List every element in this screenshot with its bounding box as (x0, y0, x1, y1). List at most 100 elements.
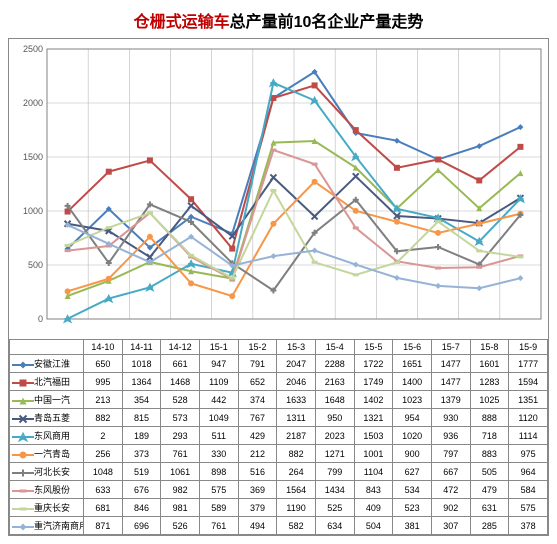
table-cell: 761 (199, 517, 238, 535)
table-cell: 1434 (315, 481, 354, 499)
table-row: 东风商用218929351142921872023150310209367181… (10, 427, 548, 445)
table-row: 河北长安104851910618985162647991104627667505… (10, 463, 548, 481)
table-cell: 627 (393, 463, 432, 481)
table-cell: 1048 (84, 463, 123, 481)
title-black: 总产量前10名企业产量走势 (230, 14, 424, 31)
table-cell: 981 (161, 499, 200, 517)
series-label: 河北长安 (10, 463, 84, 481)
table-cell: 1364 (122, 373, 161, 391)
table-cell: 898 (199, 463, 238, 481)
table-cell: 584 (509, 481, 548, 499)
table-cell: 573 (161, 409, 200, 427)
table-cell: 479 (470, 481, 509, 499)
table-header-cell: 15-3 (277, 340, 316, 355)
table-cell: 1651 (393, 355, 432, 373)
table-row: 重汽济南商用8716965267614945826345043813072853… (10, 517, 548, 535)
table-cell: 505 (470, 463, 509, 481)
table-header-cell: 15-9 (509, 340, 548, 355)
chart-title: 仓栅式运输车总产量前10名企业产量走势 (8, 8, 549, 32)
table-cell: 526 (161, 517, 200, 535)
table-cell: 1109 (199, 373, 238, 391)
table-cell: 1477 (431, 373, 470, 391)
table-cell: 1321 (354, 409, 393, 427)
table-cell: 1749 (354, 373, 393, 391)
table-cell: 1402 (354, 391, 393, 409)
table-cell: 582 (277, 517, 316, 535)
table-cell: 871 (84, 517, 123, 535)
table-cell: 528 (161, 391, 200, 409)
table-header-cell: 14-11 (122, 340, 161, 355)
table-cell: 293 (161, 427, 200, 445)
table-cell: 791 (238, 355, 277, 373)
table-cell: 964 (509, 463, 548, 481)
table-cell: 1120 (509, 409, 548, 427)
series-label: 安徽江淮 (10, 355, 84, 373)
table-cell: 213 (84, 391, 123, 409)
table-cell: 2187 (277, 427, 316, 445)
series-label: 一汽青岛 (10, 445, 84, 463)
table-cell: 882 (84, 409, 123, 427)
table-cell: 2046 (277, 373, 316, 391)
table-cell: 442 (199, 391, 238, 409)
table-cell: 652 (238, 373, 277, 391)
table-cell: 947 (199, 355, 238, 373)
series-label: 重汽济南商用 (10, 517, 84, 535)
table-cell: 1018 (122, 355, 161, 373)
table-cell: 1633 (277, 391, 316, 409)
chart-container: 05001000150020002500 14-1014-1114-1215-1… (8, 38, 549, 536)
table-row: 一汽青岛256373761330212882127110019007978839… (10, 445, 548, 463)
table-cell: 650 (84, 355, 123, 373)
svg-text:500: 500 (28, 260, 43, 270)
table-cell: 2 (84, 427, 123, 445)
table-cell: 519 (122, 463, 161, 481)
table-cell: 534 (393, 481, 432, 499)
table-cell: 930 (431, 409, 470, 427)
table-header-cell: 14-10 (84, 340, 123, 355)
table-cell: 516 (238, 463, 277, 481)
table-cell: 1271 (315, 445, 354, 463)
table-cell: 883 (470, 445, 509, 463)
table-header-cell: 15-5 (354, 340, 393, 355)
table-row: 青岛五菱882815573104976713119501321954930888… (10, 409, 548, 427)
table-cell: 1049 (199, 409, 238, 427)
table-cell: 285 (470, 517, 509, 535)
table-cell: 797 (431, 445, 470, 463)
table-header-cell: 14-12 (161, 340, 200, 355)
table-cell: 2163 (315, 373, 354, 391)
table-cell: 902 (431, 499, 470, 517)
table-cell: 634 (315, 517, 354, 535)
table-cell: 954 (393, 409, 432, 427)
table-row: 重庆长安681846981589379119052540952390263157… (10, 499, 548, 517)
table-cell: 2288 (315, 355, 354, 373)
table-cell: 1104 (354, 463, 393, 481)
table-cell: 761 (161, 445, 200, 463)
table-cell: 633 (84, 481, 123, 499)
table-cell: 900 (393, 445, 432, 463)
table-cell: 846 (122, 499, 161, 517)
table-cell: 995 (84, 373, 123, 391)
table-header-cell: 15-2 (238, 340, 277, 355)
table-cell: 888 (470, 409, 509, 427)
table-cell: 575 (509, 499, 548, 517)
table-cell: 1061 (161, 463, 200, 481)
table-cell: 1283 (470, 373, 509, 391)
table-cell: 2047 (277, 355, 316, 373)
table-cell: 936 (431, 427, 470, 445)
table-cell: 381 (393, 517, 432, 535)
table-row: 中国一汽213354528442374163316481402102313791… (10, 391, 548, 409)
table-header-cell: 15-4 (315, 340, 354, 355)
table-cell: 667 (431, 463, 470, 481)
table-cell: 718 (470, 427, 509, 445)
table-cell: 1648 (315, 391, 354, 409)
table-cell: 799 (315, 463, 354, 481)
line-chart: 05001000150020002500 (9, 39, 548, 339)
series-label: 重庆长安 (10, 499, 84, 517)
table-cell: 212 (238, 445, 277, 463)
data-table: 14-1014-1114-1215-115-215-315-415-515-61… (9, 339, 548, 535)
table-cell: 264 (277, 463, 316, 481)
table-cell: 843 (354, 481, 393, 499)
table-cell: 950 (315, 409, 354, 427)
table-cell: 661 (161, 355, 200, 373)
table-cell: 379 (238, 499, 277, 517)
table-cell: 1400 (393, 373, 432, 391)
